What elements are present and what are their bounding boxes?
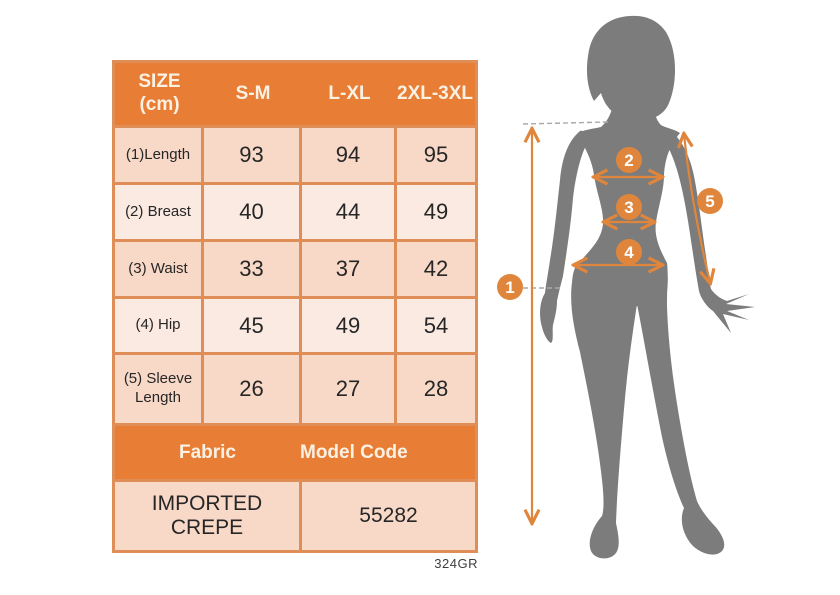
shoulder-dashed-line xyxy=(522,121,609,125)
row-label-sleeve-length: (5) Sleeve Length xyxy=(115,355,201,423)
fabric-header: Fabric xyxy=(178,441,237,463)
column-header-l-xl: L-XL xyxy=(328,82,371,104)
size-value-cell: 49 xyxy=(302,299,394,352)
row-label-length: (1)Length xyxy=(115,128,201,182)
size-value-cell: 44 xyxy=(302,185,394,239)
size-unit-header: SIZE (cm) xyxy=(138,71,181,115)
size-value-cell: 93 xyxy=(204,128,299,182)
product-code-label: 324GR xyxy=(434,556,478,571)
size-value-cell: 37 xyxy=(302,242,394,296)
size-value-cell: 94 xyxy=(302,128,394,182)
size-value-cell: 40 xyxy=(204,185,299,239)
size-value-cell: 95 xyxy=(397,128,475,182)
row-label-breast: (2) Breast xyxy=(115,185,201,239)
marker-number-2: 2 xyxy=(624,151,633,170)
column-header-s-m: S-M xyxy=(235,82,271,104)
size-value-cell: 28 xyxy=(397,355,475,423)
marker-number-5: 5 xyxy=(705,192,714,211)
table-footer-header-row: Fabric Model Code xyxy=(115,426,475,479)
row-label-hip: (4) Hip xyxy=(115,299,201,352)
size-value-cell: 49 xyxy=(397,185,475,239)
measurement-arrows xyxy=(532,130,710,522)
column-header-2xl-3xl: 2XL-3XL xyxy=(397,82,474,104)
marker-number-3: 3 xyxy=(624,198,633,217)
marker-number-4: 4 xyxy=(624,243,634,262)
marker-circle-3 xyxy=(616,194,642,220)
row-label-waist: (3) Waist xyxy=(115,242,201,296)
silhouette-right-leg xyxy=(637,263,725,555)
size-value-cell: 27 xyxy=(302,355,394,423)
size-table: SIZE (cm) S-M L-XL 2XL-3XL (1)Length 93 … xyxy=(112,60,478,553)
silhouette-right-arm xyxy=(663,128,755,333)
size-value-cell: 42 xyxy=(397,242,475,296)
sleeve-arrow xyxy=(684,135,710,282)
measurement-markers: 1 2 3 4 5 xyxy=(497,147,723,300)
size-value-cell: 33 xyxy=(204,242,299,296)
size-value-cell: 54 xyxy=(397,299,475,352)
model-code-header: Model Code xyxy=(300,441,408,463)
marker-circle-5 xyxy=(697,188,723,214)
silhouette-left-leg xyxy=(571,257,638,559)
female-silhouette xyxy=(540,15,755,559)
marker-circle-1 xyxy=(497,274,523,300)
silhouette-left-arm xyxy=(540,130,590,343)
fabric-value-cell: IMPORTED CREPE xyxy=(115,482,299,550)
size-value-cell: 26 xyxy=(204,355,299,423)
size-table-header-row: SIZE (cm) S-M L-XL 2XL-3XL xyxy=(115,63,475,125)
size-value-cell: 45 xyxy=(204,299,299,352)
silhouette-head xyxy=(586,15,676,121)
marker-circle-4 xyxy=(616,239,642,265)
marker-circle-2 xyxy=(616,147,642,173)
marker-number-1: 1 xyxy=(505,278,514,297)
body-measurement-diagram: 1 2 3 4 5 xyxy=(497,15,755,559)
model-code-value-cell: 55282 xyxy=(302,482,475,550)
